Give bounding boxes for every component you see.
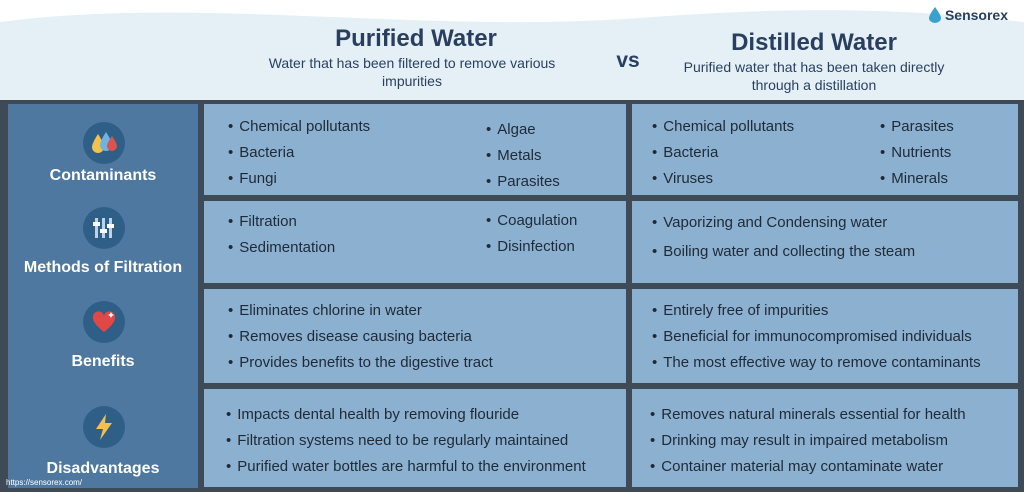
row-label-disadvantages: Disadvantages [46, 460, 160, 477]
list-item: Chemical pollutants [652, 118, 794, 135]
list-item: Removes disease causing bacteria [228, 328, 472, 345]
list-item: Minerals [880, 170, 948, 187]
distilled-methods-cell: Vaporizing and Condensing water Boiling … [632, 201, 1018, 283]
list-item: Parasites [486, 173, 560, 190]
purified-disadvantages-cell: Impacts dental health by removing flouri… [204, 389, 626, 487]
list-item: Algae [486, 121, 535, 138]
list-item: Boiling water and collecting the steam [652, 243, 915, 260]
list-item: Beneficial for immunocompromised individ… [652, 328, 971, 345]
lightning-icon [83, 406, 125, 448]
list-item: Vaporizing and Condensing water [652, 214, 887, 231]
distilled-title: Distilled Water [731, 29, 897, 56]
water-drops-icon [83, 122, 125, 164]
purified-subtitle: Water that has been filtered to remove v… [268, 55, 556, 89]
distilled-contaminants-cell: Chemical pollutants Bacteria Viruses Par… [632, 104, 1018, 195]
source-url: https://sensorex.com/ [6, 478, 83, 487]
list-item: Drinking may result in impaired metaboli… [650, 432, 948, 449]
brand-name: Sensorex [944, 7, 1008, 23]
list-item: Coagulation [486, 212, 577, 229]
list-item: The most effective way to remove contami… [652, 354, 980, 371]
heart-icon [83, 301, 125, 343]
purified-benefits-cell: Eliminates chlorine in water Removes dis… [204, 289, 626, 383]
list-item: Removes natural minerals essential for h… [650, 406, 965, 423]
header: Purified Water Water that has been filte… [0, 0, 1024, 100]
list-item: Filtration [228, 213, 297, 230]
list-item: Parasites [880, 118, 954, 135]
list-item: Provides benefits to the digestive tract [228, 354, 492, 371]
list-item: Sedimentation [228, 239, 335, 256]
list-item: Disinfection [486, 238, 575, 255]
brand-logo: Sensorex [928, 7, 1008, 23]
filter-sliders-icon [83, 207, 125, 249]
drop-logo-icon [928, 7, 941, 23]
list-item: Fungi [228, 170, 277, 187]
list-item: Bacteria [652, 144, 718, 161]
distilled-benefits-cell: Entirely free of impurities Beneficial f… [632, 289, 1018, 383]
comparison-grid: Contaminants Methods of Filtration Benef… [0, 100, 1024, 492]
list-item: Filtration systems need to be regularly … [226, 432, 568, 449]
list-item: Purified water bottles are harmful to th… [226, 458, 586, 475]
purified-methods-cell: Filtration Sedimentation Coagulation Dis… [204, 201, 626, 283]
row-label-benefits: Benefits [71, 353, 135, 370]
distilled-subtitle: Purified water that has been taken direc… [683, 59, 945, 93]
list-item: Container material may contaminate water [650, 458, 943, 475]
distilled-disadvantages-cell: Removes natural minerals essential for h… [632, 389, 1018, 487]
header-wave-decoration [0, 0, 1024, 23]
vs-label: vs [616, 49, 640, 72]
list-item: Metals [486, 147, 541, 164]
list-item: Viruses [652, 170, 713, 187]
list-item: Eliminates chlorine in water [228, 302, 422, 319]
purified-title: Purified Water [335, 25, 497, 52]
list-item: Bacteria [228, 144, 294, 161]
row-label-methods: Methods of Filtration [23, 259, 183, 276]
purified-contaminants-cell: Chemical pollutants Bacteria Fungi Algae… [204, 104, 626, 195]
list-item: Chemical pollutants [228, 118, 370, 135]
row-label-column: Contaminants Methods of Filtration Benef… [8, 104, 198, 488]
list-item: Entirely free of impurities [652, 302, 828, 319]
list-item: Impacts dental health by removing flouri… [226, 406, 519, 423]
list-item: Nutrients [880, 144, 951, 161]
row-label-contaminants: Contaminants [49, 167, 157, 184]
